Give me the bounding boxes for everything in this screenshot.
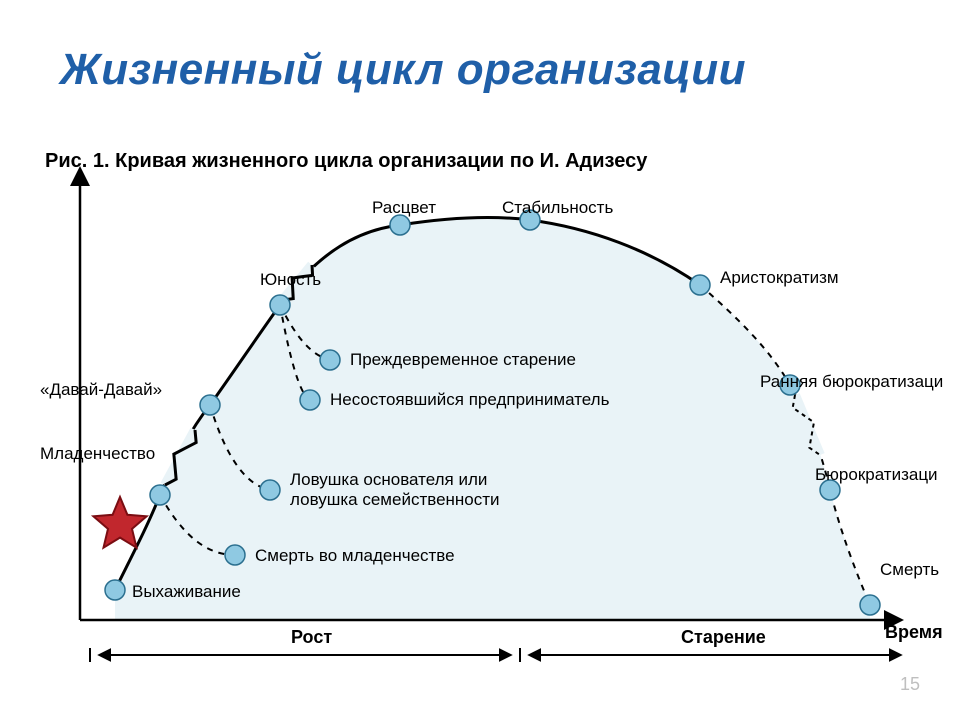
stage-node: [860, 595, 880, 615]
page-number: 15: [900, 674, 920, 695]
x-axis-label: Время: [885, 622, 943, 643]
stage-label-nursing: Выхаживание: [132, 582, 241, 602]
trap-label-failed-entrep: Несостоявшийся предприниматель: [330, 390, 609, 410]
stage-label-infancy: Младенчество: [40, 444, 155, 464]
stage-node: [150, 485, 170, 505]
stage-label-adolescence: Юность: [260, 270, 321, 290]
stage-label-bureaucracy: Бюрократизаци: [815, 465, 938, 485]
trap-label-founder-trap: Ловушка основателя илиловушка семействен…: [290, 470, 500, 510]
aging-label: Старение: [675, 627, 772, 648]
stage-label-prime: Расцвет: [372, 198, 436, 218]
trap-node: [260, 480, 280, 500]
stage-node: [390, 215, 410, 235]
stage-node: [105, 580, 125, 600]
slide: Жизненный цикл организации Рис. 1. Крива…: [0, 0, 960, 720]
trap-label-death-infancy: Смерть во младенчестве: [255, 546, 455, 566]
stage-label-death: Смерть: [880, 560, 939, 580]
trap-node: [225, 545, 245, 565]
trap-node: [300, 390, 320, 410]
trap-label-premature: Преждевременное старение: [350, 350, 576, 370]
growth-label: Рост: [285, 627, 338, 648]
stage-label-aristocracy: Аристократизм: [720, 268, 839, 288]
stage-label-early-bur: Ранняя бюрократизаци: [760, 372, 943, 392]
stage-node: [200, 395, 220, 415]
trap-node: [320, 350, 340, 370]
stage-node: [690, 275, 710, 295]
stage-node: [270, 295, 290, 315]
stage-label-stable: Стабильность: [502, 198, 613, 218]
stage-label-go-go: «Давай-Давай»: [40, 380, 162, 400]
